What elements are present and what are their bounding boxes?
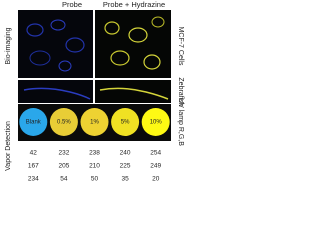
sample-circle: [80, 108, 109, 136]
side-label: Zebrafish: [177, 77, 184, 106]
rgb-value: 240: [120, 150, 131, 157]
figure: Probe Probe + Hydrazine Bio-imaging Vapo…: [5, 0, 184, 183]
rgb-value: 205: [58, 163, 69, 170]
sample-label: 0.5%: [57, 120, 71, 126]
rgb-value: 210: [89, 163, 100, 170]
rgb-value: 54: [60, 176, 68, 183]
rgb-value: 238: [89, 150, 100, 157]
sample-label: Blank: [26, 120, 42, 126]
zebrafish-image-probe: [18, 80, 93, 103]
page: {"header": {"columns": ["Probe", "Probe …: [4, 0, 185, 183]
row-label: Bio-imaging: [5, 27, 12, 64]
column-header: Probe + Hydrazine: [103, 0, 165, 9]
cell-image-probe: [18, 10, 93, 78]
side-label: UV lamp R,G,B: [177, 98, 184, 146]
zebrafish-image-hydrazine: [95, 80, 171, 103]
rgb-value: 225: [120, 163, 131, 170]
sample-label: 1%: [90, 120, 99, 126]
column-header: Probe: [62, 0, 82, 9]
side-label: MCF-7 Cells: [177, 27, 184, 66]
rgb-value: 232: [58, 150, 69, 157]
rgb-value: 42: [30, 150, 38, 157]
sample-label: 5%: [121, 120, 130, 126]
rgb-value: 249: [150, 163, 161, 170]
cell-image-hydrazine: [95, 10, 171, 78]
row-label: Vapor Detection: [5, 121, 12, 171]
sample-circle: [49, 108, 78, 136]
rgb-value: 20: [152, 176, 160, 183]
sample-circle: [141, 108, 170, 136]
sample-circle: [111, 108, 140, 136]
rgb-value: 234: [28, 176, 39, 183]
rgb-value: 50: [91, 176, 99, 183]
rgb-value: 35: [121, 176, 129, 183]
sample-label: 10%: [150, 120, 163, 126]
sample-circle: [19, 108, 48, 136]
rgb-value: 167: [28, 163, 39, 170]
rgb-value: 254: [150, 150, 161, 157]
